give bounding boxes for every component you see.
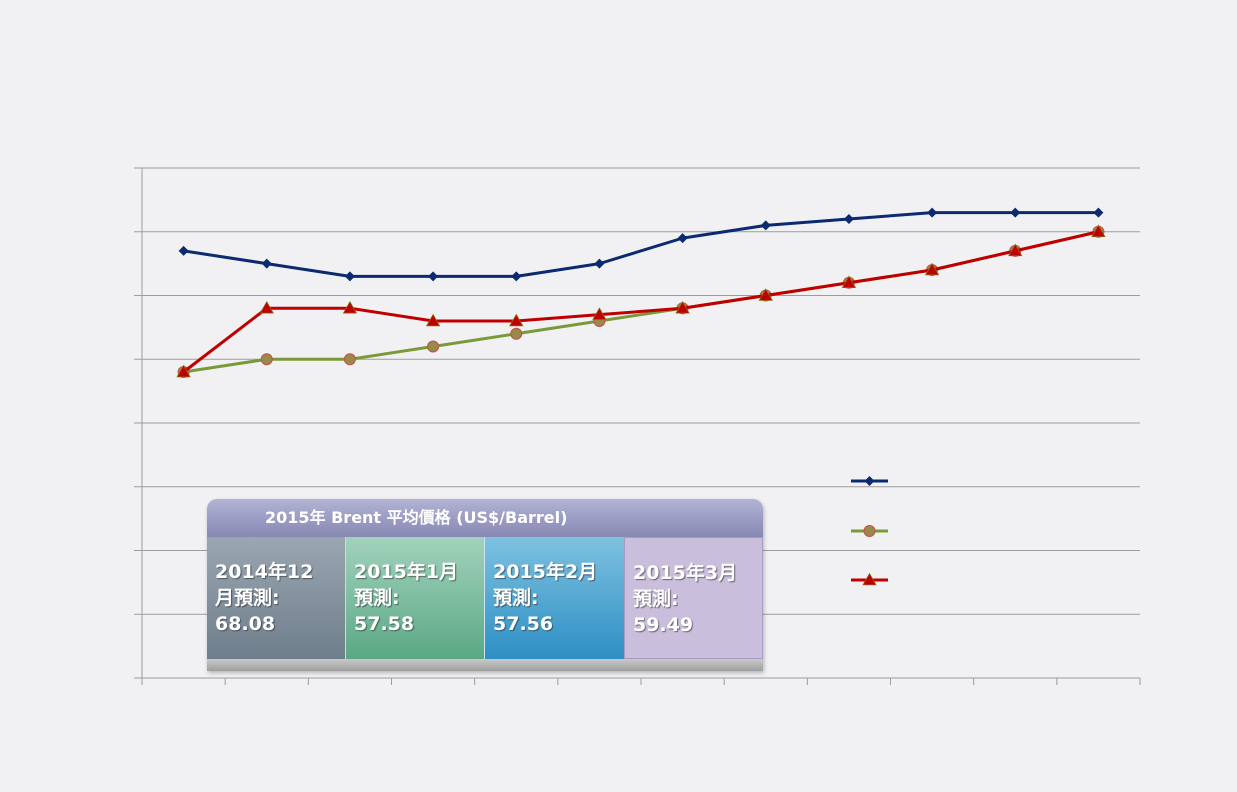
data-point xyxy=(843,214,854,224)
data-point xyxy=(176,364,191,378)
legend-item-2 xyxy=(851,525,888,537)
forecast-cell-period: 2015年2月 xyxy=(493,561,598,583)
forecast-cell-label: 月預測: xyxy=(215,587,280,609)
axes xyxy=(134,167,1141,685)
forecast-cell-label: 預測: xyxy=(354,587,400,609)
data-point xyxy=(841,275,857,289)
forecast-cell-feb-2015: 2015年2月 預測: 57.56 xyxy=(484,537,624,659)
series xyxy=(176,207,1106,378)
data-point xyxy=(924,262,940,276)
data-point xyxy=(425,313,441,327)
forecast-cell-jan-2015: 2015年1月 預測: 57.58 xyxy=(345,537,484,659)
data-point xyxy=(178,245,189,256)
data-point xyxy=(760,220,771,231)
legend xyxy=(851,476,888,586)
info-box-title: 2015年 Brent 平均價格 (US$/Barrel) xyxy=(207,499,763,537)
forecast-info-box: 2015年 Brent 平均價格 (US$/Barrel) 2014年12 月預… xyxy=(207,499,763,671)
forecast-cell-period: 2015年3月 xyxy=(633,562,738,584)
data-point xyxy=(511,271,522,282)
data-point xyxy=(1093,207,1104,218)
forecast-cell-period: 2014年12 xyxy=(215,561,314,583)
forecast-cell-value: 57.56 xyxy=(493,613,554,635)
forecast-cell-period: 2015年1月 xyxy=(354,561,459,583)
data-point xyxy=(758,288,773,301)
info-box-footer xyxy=(207,659,763,671)
data-point xyxy=(594,258,605,269)
forecast-cell-value: 68.08 xyxy=(215,613,276,635)
data-point xyxy=(509,313,524,327)
data-point xyxy=(260,353,273,366)
data-point xyxy=(1010,207,1021,218)
data-point xyxy=(927,207,938,218)
series-line xyxy=(182,230,1099,374)
forecast-cell-mar-2015: 2015年3月 預測: 59.49 xyxy=(624,537,763,659)
data-point xyxy=(677,233,688,244)
data-point xyxy=(428,271,439,282)
series-3 xyxy=(176,224,1106,378)
forecast-cell-dec-2014: 2014年12 月預測: 68.08 xyxy=(207,537,345,659)
series-line xyxy=(183,230,1099,374)
data-point xyxy=(675,300,690,314)
series-line xyxy=(183,211,1099,278)
info-box-cells: 2014年12 月預測: 68.08 2015年1月 預測: 57.58 201… xyxy=(207,537,763,659)
legend-item-1 xyxy=(851,476,888,486)
data-point xyxy=(864,476,875,486)
forecast-cell-value: 59.49 xyxy=(633,614,694,636)
data-point xyxy=(342,300,358,314)
series-2 xyxy=(177,225,1105,378)
legend-item-3 xyxy=(851,572,888,586)
forecast-cell-label: 預測: xyxy=(493,587,539,609)
data-point xyxy=(862,572,877,586)
data-point xyxy=(510,327,523,340)
series-1 xyxy=(178,207,1104,282)
data-point xyxy=(863,525,876,537)
forecast-cell-value: 57.58 xyxy=(354,613,415,635)
data-point xyxy=(261,258,272,269)
data-point xyxy=(1008,243,1023,257)
forecast-cell-label: 預測: xyxy=(633,588,679,610)
data-point xyxy=(427,340,440,353)
data-point xyxy=(1091,224,1106,238)
data-point xyxy=(259,300,274,314)
data-point xyxy=(592,307,607,320)
data-point xyxy=(344,271,355,282)
data-point xyxy=(343,353,356,366)
